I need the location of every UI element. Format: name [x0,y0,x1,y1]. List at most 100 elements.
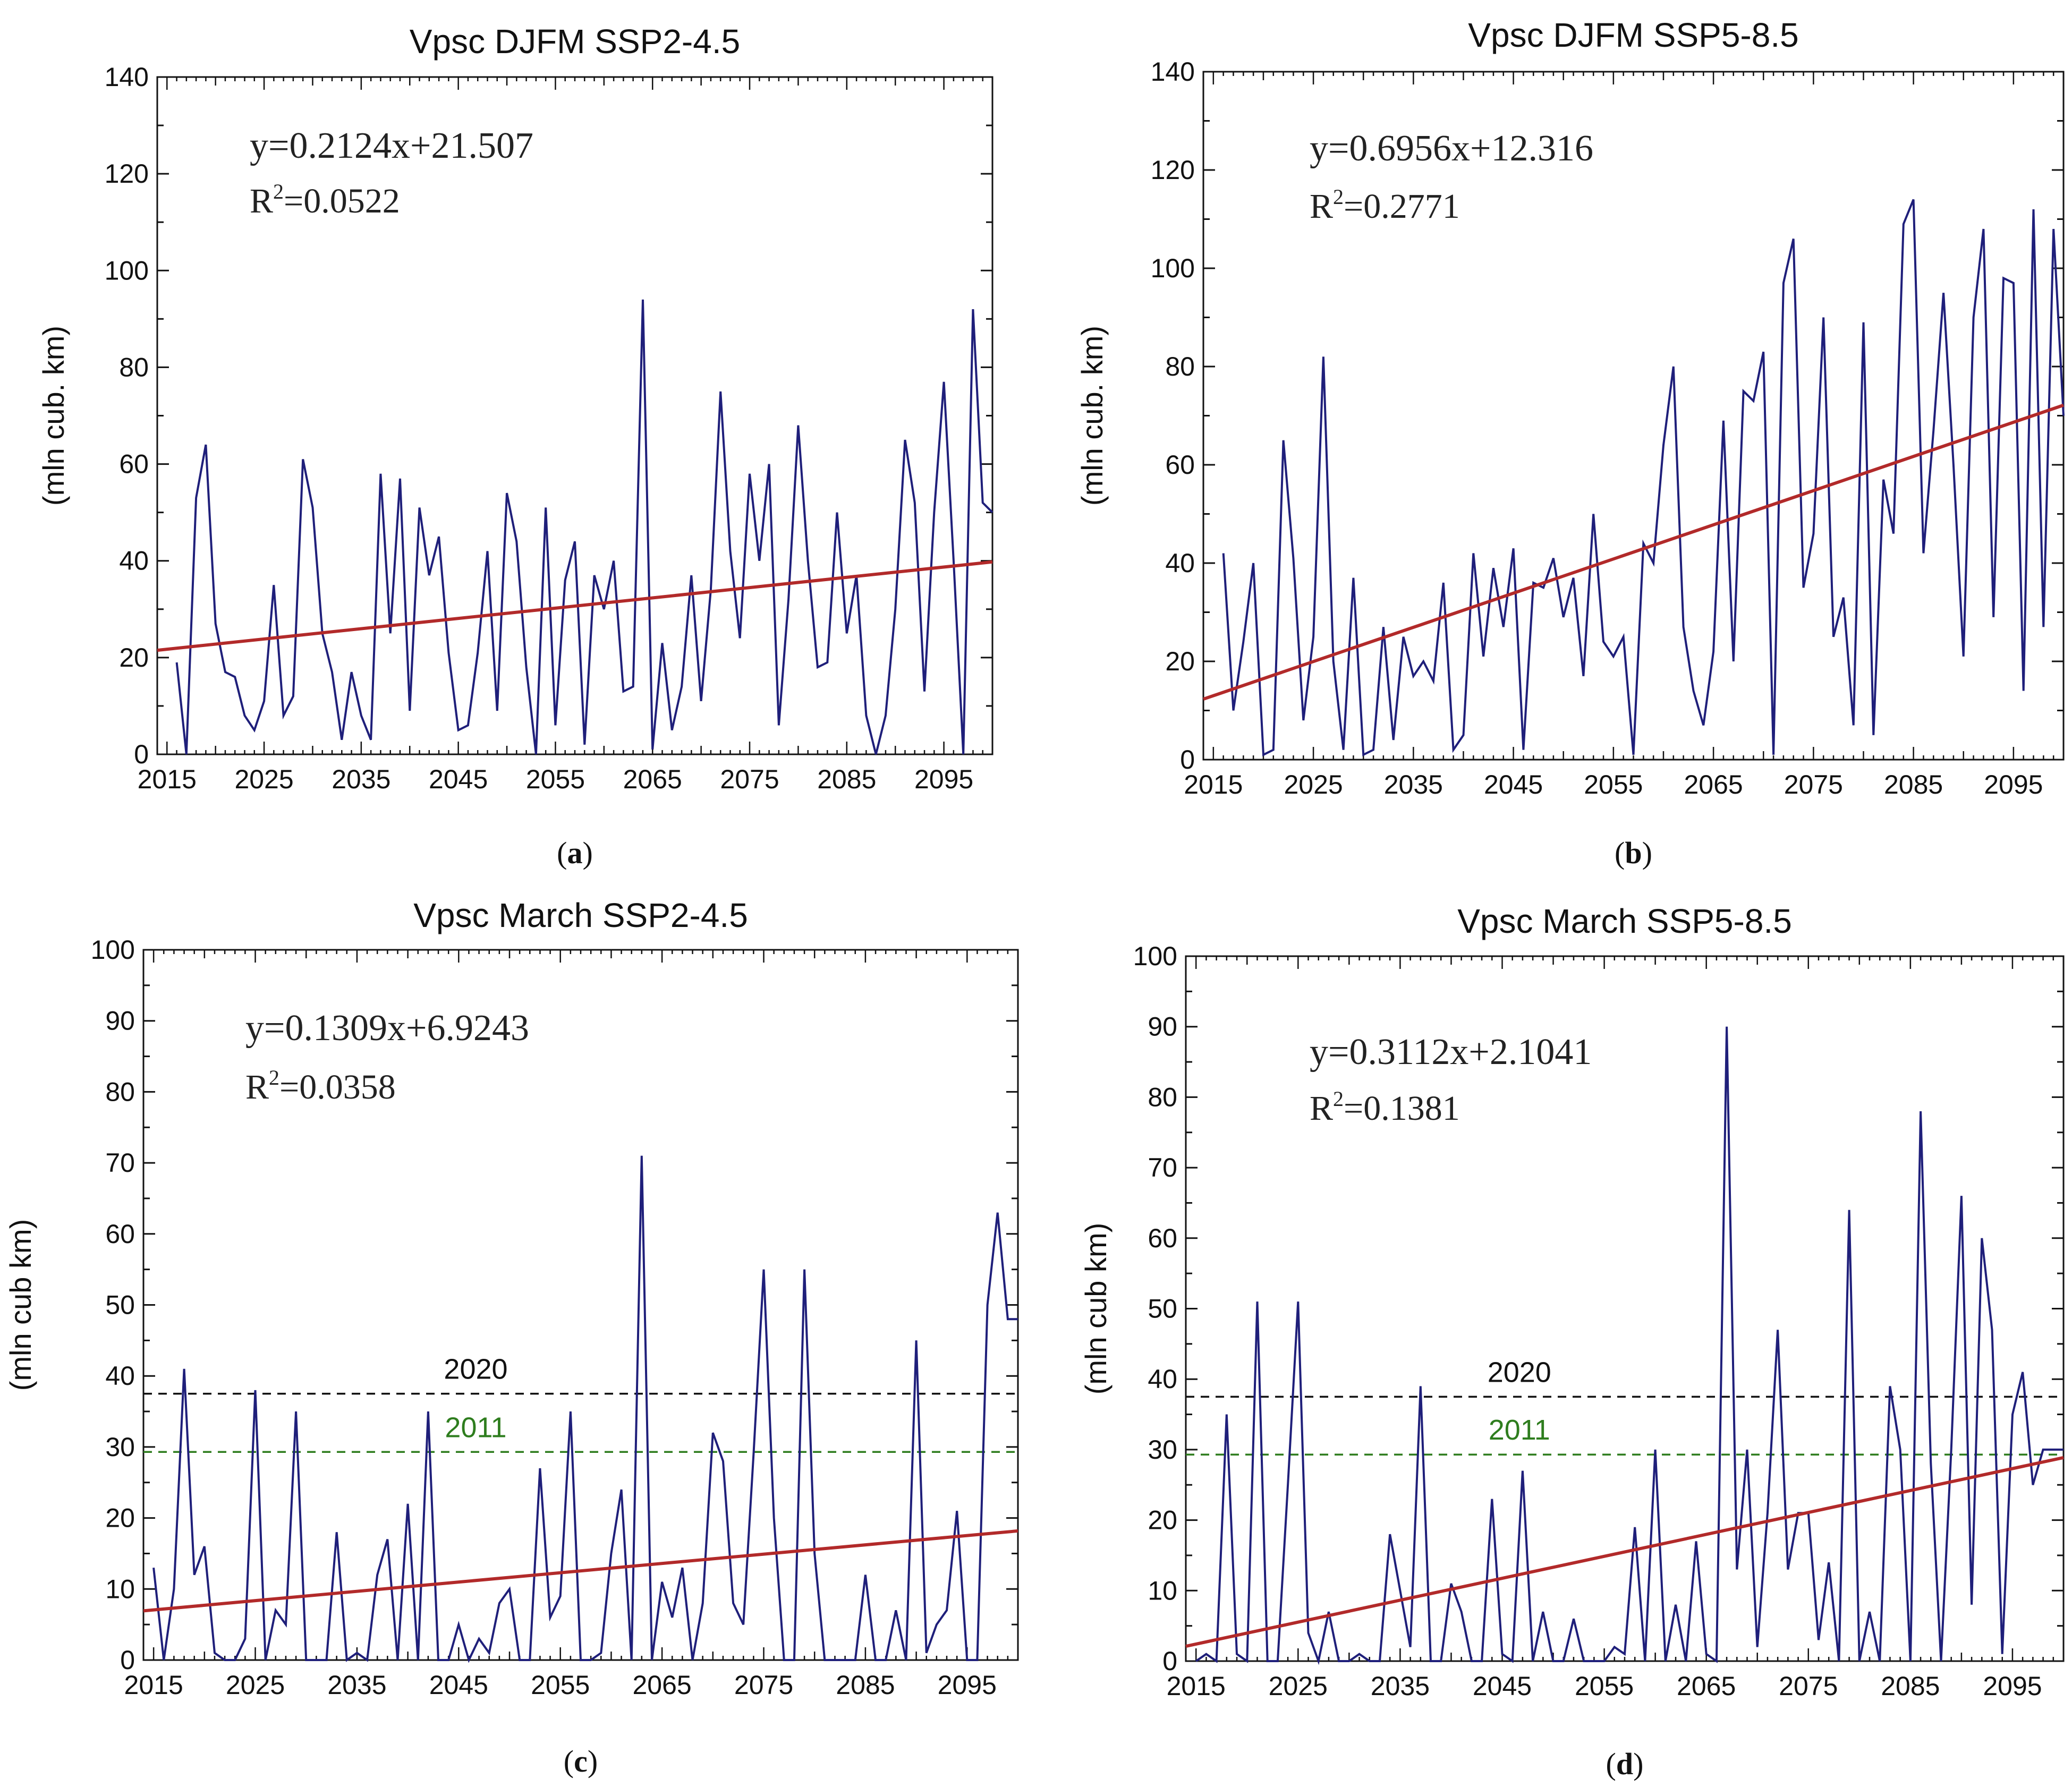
data-point [1623,1653,1626,1656]
trend-equation: y=0.2124x+21.507 [250,125,533,166]
data-point [1782,282,1785,285]
data-point [622,690,625,693]
y-tick-label: 20 [105,1503,135,1533]
data-point [1521,1469,1524,1473]
data-point [447,1658,450,1662]
data-point [1735,1568,1738,1571]
y-tick-label: 90 [1148,1012,1177,1042]
data-point [1282,439,1285,442]
data-point [1419,1384,1422,1388]
data-point [1337,1660,1340,1663]
series-line [1195,1026,2063,1665]
data-point [1382,625,1385,628]
data-point [1511,1660,1514,1663]
data-point [1603,1660,1606,1663]
data-point [408,709,411,712]
data-point [233,675,236,678]
data-point [583,743,586,746]
data-point [1502,625,1505,628]
data-point [1872,734,1875,737]
y-tick-label: 100 [1151,253,1195,283]
data-point [803,1268,806,1271]
data-point [573,540,576,543]
r-squared: R2=0.0522 [250,180,400,220]
data-point [1848,1209,1851,1212]
data-point [330,670,334,674]
data-point [955,1509,958,1512]
data-point [1532,581,1535,584]
data-point [1245,1660,1249,1663]
y-tick-label: 140 [1151,57,1195,87]
data-point [1235,1653,1238,1656]
data-point [315,1658,318,1662]
y-tick-label: 20 [1165,646,1195,676]
data-point [1490,1497,1493,1501]
x-tick-label: 2045 [429,1670,488,1700]
data-point [1352,576,1355,580]
y-tick-label: 120 [1151,155,1195,185]
data-point [1633,1526,1636,1529]
data-point [1242,640,1245,643]
data-point [525,666,528,669]
trend-equation: y=0.6956x+12.316 [1310,128,1593,169]
data-point [1378,1660,1381,1663]
data-point [884,714,887,717]
y-tick-label: 30 [105,1432,135,1462]
data-point [1746,1448,1749,1451]
x-tick-label: 2085 [836,1670,895,1700]
data-point [971,308,974,311]
y-tick-label: 80 [1148,1082,1177,1112]
data-point [437,535,440,538]
y-tick-label: 120 [105,159,149,189]
x-tick-label: 2065 [632,1670,691,1700]
panel-caption: (c) [564,1744,598,1779]
x-tick-label: 2065 [1677,1671,1736,1701]
data-point [1358,1653,1361,1656]
data-point [1572,1617,1575,1620]
data-point [1562,1660,1565,1663]
r-squared: R2=0.1381 [1310,1087,1460,1128]
trend-equation: y=0.1309x+6.9243 [245,1008,529,1049]
data-point [719,390,722,393]
data-point [1327,1610,1330,1613]
data-point [738,636,742,640]
trend-line [143,1529,1018,1613]
data-point [1225,1413,1228,1416]
plot-frame [156,76,993,755]
data-point [904,1658,907,1662]
data-point [294,1410,298,1413]
data-point [292,695,295,698]
r-squared: R2=0.2771 [1310,185,1460,226]
trend-line [157,560,993,652]
data-point [1684,1660,1687,1663]
data-point [1662,444,1665,447]
data-point [2042,625,2045,628]
data-point [981,501,984,504]
data-point [1512,547,1515,550]
data-point [1602,640,1605,643]
data-point [1772,753,1775,756]
data-point [417,1658,420,1662]
data-point [534,753,538,756]
data-point [2022,690,2025,693]
data-point [632,685,635,688]
data-point [816,666,819,669]
data-point [518,1658,521,1662]
reference-label-2020: 2020 [1488,1356,1551,1388]
data-point [360,714,363,717]
chart-panel-d: Vpsc March SSP5-8.5 0 10 20 30 40 50 60 70 80 90 10… [1079,902,2065,1781]
data-point [544,506,547,509]
y-tick-label: 0 [1180,745,1195,775]
data-point [214,622,217,625]
data-point [1429,1660,1432,1663]
data-point [1899,1448,1902,1451]
panel-caption: (b) [1615,836,1652,870]
x-tick-label: 2095 [914,764,973,794]
y-tick-label: 60 [105,1219,135,1249]
data-point [965,1658,969,1662]
data-point [505,491,508,495]
x-tick-label: 2055 [1584,770,1643,799]
y-axis-label: (mln cub km) [1079,1223,1113,1395]
data-point [1643,1660,1646,1663]
